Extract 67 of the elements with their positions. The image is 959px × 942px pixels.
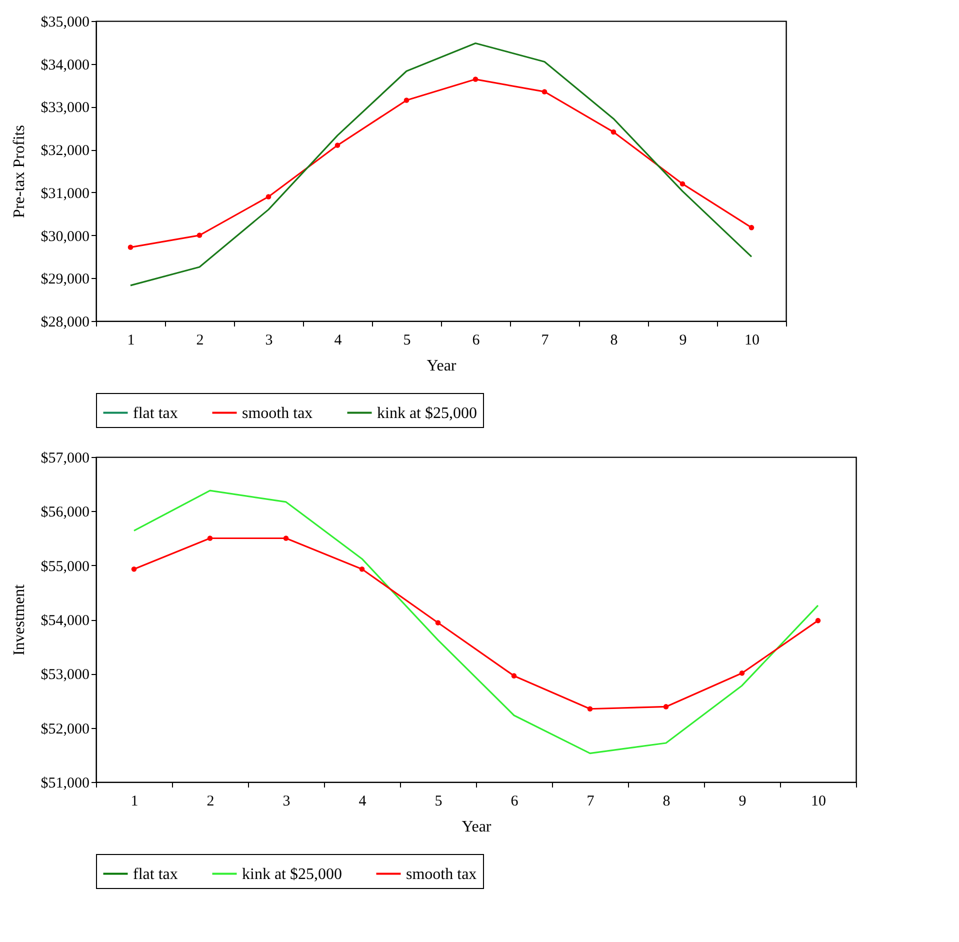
point xyxy=(472,76,478,82)
point xyxy=(610,129,616,135)
y-tick-label: $33,000 xyxy=(40,100,90,116)
y-axis-title: Investment xyxy=(10,584,28,656)
x-axis-title: Year xyxy=(426,358,457,374)
point xyxy=(815,618,821,624)
point xyxy=(334,142,340,148)
y-axis-title: Pre-tax Profits xyxy=(10,125,28,218)
y-tick-label: $53,000 xyxy=(40,667,90,684)
point xyxy=(207,536,213,541)
point xyxy=(435,620,441,626)
point xyxy=(663,704,669,710)
y-tick-label: $30,000 xyxy=(40,228,90,245)
x-tick-label: 4 xyxy=(334,332,342,348)
point xyxy=(266,194,272,200)
x-tick-label: 5 xyxy=(403,332,411,348)
point xyxy=(359,566,365,572)
legend-label: flat tax xyxy=(133,866,178,883)
y-tick-label: $29,000 xyxy=(40,272,90,288)
point xyxy=(511,673,517,678)
x-tick-label: 5 xyxy=(434,794,442,810)
y-tick-label: $52,000 xyxy=(40,721,90,738)
x-tick-label: 8 xyxy=(662,794,670,810)
x-tick-label: 6 xyxy=(472,332,480,348)
x-tick-label: 7 xyxy=(541,332,550,348)
x-tick-label: 7 xyxy=(586,794,595,810)
x-tick-label: 10 xyxy=(744,332,760,348)
x-tick-label: 4 xyxy=(358,794,367,810)
x-tick-label: 8 xyxy=(610,332,618,348)
legend-label: smooth tax xyxy=(242,404,313,422)
y-tick-label: $35,000 xyxy=(40,14,90,30)
point xyxy=(128,244,134,250)
line-series xyxy=(130,42,752,286)
point xyxy=(587,706,593,712)
x-axis-title: Year xyxy=(462,818,492,836)
y-tick-label: $51,000 xyxy=(40,776,90,792)
legend-label: smooth tax xyxy=(406,866,477,883)
y-tick-label: $54,000 xyxy=(40,613,90,629)
x-tick-label: 1 xyxy=(130,794,138,810)
x-tick-label: 10 xyxy=(811,794,826,810)
x-tick-label: 2 xyxy=(206,794,214,810)
y-tick-label: $32,000 xyxy=(40,143,90,160)
y-tick-label: $31,000 xyxy=(40,186,90,202)
y-tick-label: $28,000 xyxy=(40,314,90,330)
point xyxy=(283,536,289,541)
x-tick-label: 1 xyxy=(127,332,135,348)
point xyxy=(131,566,137,572)
y-tick-label: $34,000 xyxy=(40,57,90,74)
y-tick-label: $56,000 xyxy=(40,504,90,521)
point xyxy=(196,232,202,238)
x-tick-label: 9 xyxy=(679,332,687,348)
point xyxy=(739,670,745,676)
x-tick-label: 9 xyxy=(738,794,746,810)
point xyxy=(748,224,754,230)
point xyxy=(680,181,686,186)
x-tick-label: 3 xyxy=(265,332,273,348)
x-tick-label: 6 xyxy=(510,794,519,810)
x-tick-label: 3 xyxy=(282,794,290,810)
legend-label: flat tax xyxy=(133,404,178,422)
line-series xyxy=(133,490,819,754)
legend-label: kink at $25,000 xyxy=(242,866,342,883)
point xyxy=(404,98,410,103)
x-tick-label: 2 xyxy=(196,332,204,348)
y-tick-label: $55,000 xyxy=(40,558,90,575)
y-tick-label: $57,000 xyxy=(40,450,90,466)
point xyxy=(542,89,548,94)
legend-label: kink at $25,000 xyxy=(377,404,477,422)
